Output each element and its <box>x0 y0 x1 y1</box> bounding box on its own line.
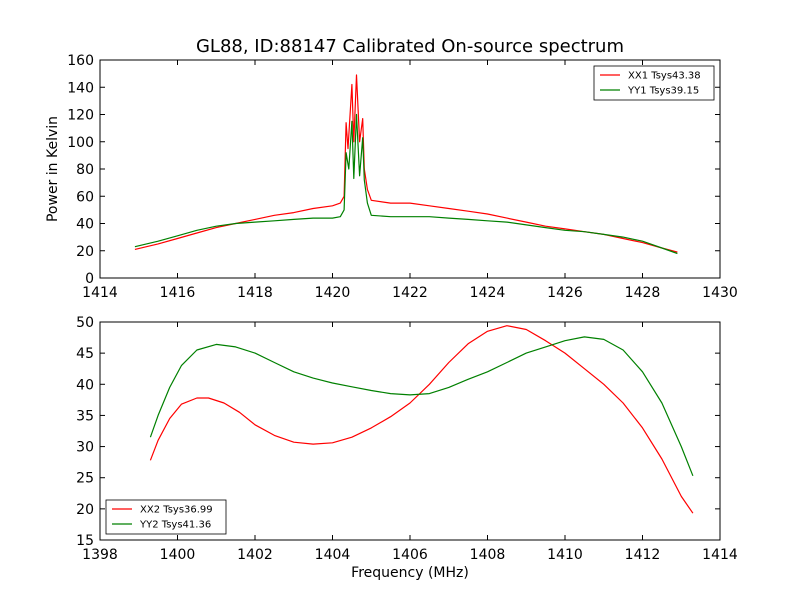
y-tick-label: 20 <box>76 244 94 260</box>
y-tick-label: 40 <box>76 377 94 393</box>
x-tick-label: 1422 <box>392 285 428 301</box>
y-tick-label: 20 <box>76 502 94 518</box>
y-tick-label: 45 <box>76 346 94 362</box>
y-tick-label: 15 <box>76 533 94 549</box>
x-tick-label: 1420 <box>315 285 351 301</box>
x-tick-label: 1404 <box>315 547 351 563</box>
y-tick-label: 160 <box>67 53 94 69</box>
series-line-1 <box>134 74 678 253</box>
y-tick-label: 60 <box>76 189 94 205</box>
legend: XX2 Tsys36.99 YY2 Tsys41.36 <box>105 499 227 535</box>
y-tick-label: 50 <box>76 315 94 331</box>
x-tick-label: 1402 <box>237 547 273 563</box>
series-line-2 <box>149 336 694 477</box>
x-tick-label: 1418 <box>237 285 273 301</box>
x-tick-label: 1416 <box>160 285 196 301</box>
y-tick-label: 80 <box>76 162 94 178</box>
y-tick-label: 35 <box>76 408 94 424</box>
x-tick-label: 1412 <box>625 547 661 563</box>
legend-entry: XX1 Tsys43.38 <box>628 71 701 82</box>
x-tick-label: 1410 <box>547 547 583 563</box>
x-tick-label: 1428 <box>625 285 661 301</box>
y-tick-label: 120 <box>67 108 94 124</box>
plot-area: 1414 1416 1418 1420 1422 1424 1426 1428 1430 0 20 4… <box>67 53 738 301</box>
y-tick-label: 40 <box>76 217 94 233</box>
x-tick-label: 1424 <box>470 285 506 301</box>
legend-box <box>105 499 227 535</box>
y-tick-label: 25 <box>76 471 94 487</box>
plot-area: 1398 1400 1402 1404 1406 1408 1410 1412 1414 15 20… <box>76 315 738 563</box>
y-tick-label: 30 <box>76 440 94 456</box>
legend-entry: YY2 Tsys41.36 <box>139 520 211 531</box>
x-tick-label: 1398 <box>82 547 118 563</box>
chart-title: GL88, ID:88147 Calibrated On-source spec… <box>196 36 624 57</box>
legend-entry: XX2 Tsys36.99 <box>140 505 213 516</box>
y-tick-label: 0 <box>85 271 94 287</box>
y-tick-label: 140 <box>67 80 94 96</box>
top-chart: GL88, ID:88147 Calibrated On-source spec… <box>45 36 738 301</box>
x-tick-label: 1414 <box>82 285 118 301</box>
x-tick-label: 1406 <box>392 547 428 563</box>
legend-box <box>593 65 715 101</box>
x-tick-label: 1414 <box>702 547 738 563</box>
legend: XX1 Tsys43.38 YY1 Tsys39.15 <box>593 65 715 101</box>
x-tick-label: 1400 <box>160 547 196 563</box>
x-tick-label: 1408 <box>470 547 506 563</box>
y-tick-label: 100 <box>67 135 94 151</box>
series-line-1 <box>149 325 694 514</box>
x-axis-label: Frequency (MHz) <box>351 565 469 581</box>
legend-entry: YY1 Tsys39.15 <box>627 86 699 97</box>
y-axis-label: Power in Kelvin <box>45 116 61 222</box>
x-tick-label: 1426 <box>547 285 583 301</box>
series-line-2 <box>134 113 678 255</box>
bottom-chart: Frequency (MHz) 1398 1400 1402 1404 1406 1408… <box>76 315 738 581</box>
x-tick-label: 1430 <box>702 285 738 301</box>
